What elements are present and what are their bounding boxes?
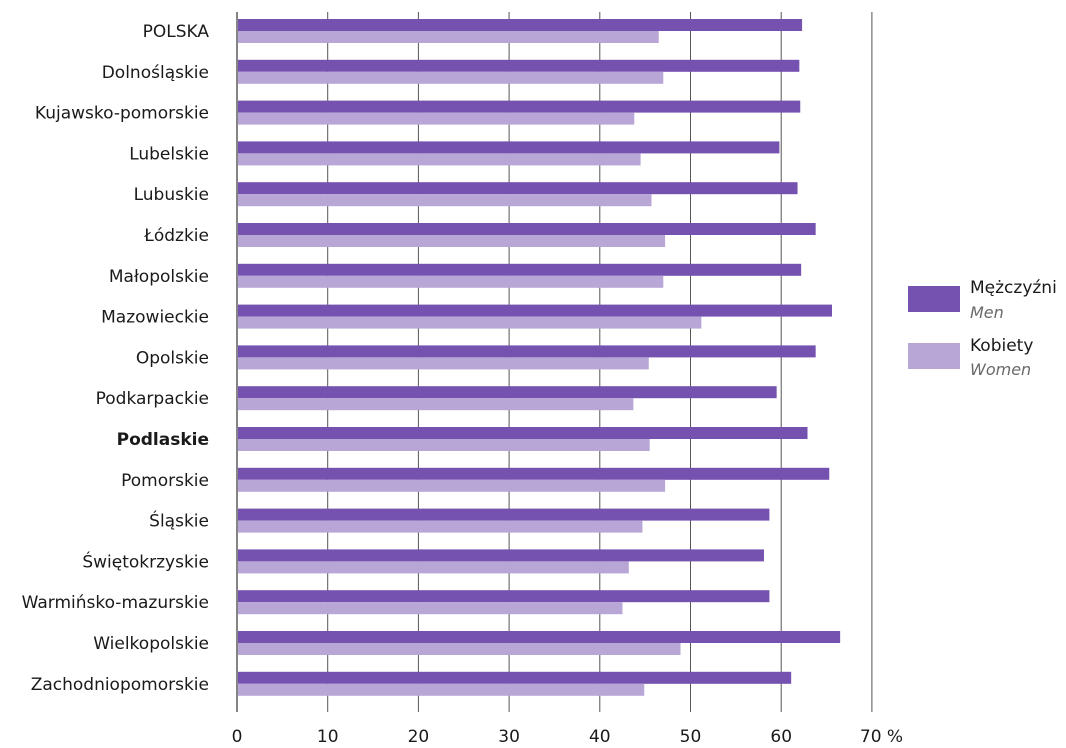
legend: Mężczyźni Men Kobiety Women [908, 278, 1057, 379]
bar-men [238, 59, 800, 72]
bar-men [238, 427, 808, 439]
category-labels: POLSKA Dolnośląskie Kujawsko-pomorskie Lube… [22, 22, 210, 695]
category-label: Małopolskie [109, 267, 209, 287]
bar-men [238, 631, 841, 643]
bar-women [238, 439, 650, 451]
bar-women [238, 71, 664, 84]
x-tick-label: 50 [680, 727, 702, 747]
bar-men [238, 263, 802, 276]
bar-women [238, 153, 641, 166]
x-tick-label: 70 % [860, 727, 903, 747]
bar-women [238, 643, 681, 655]
category-label: POLSKA [143, 22, 210, 42]
category-label: Świętokrzyskie [82, 550, 209, 572]
bar-men [238, 304, 832, 317]
category-label: Opolskie [136, 348, 209, 368]
bar-women [238, 357, 649, 370]
bar-women [238, 561, 629, 574]
category-label: Podlaskie [117, 430, 209, 450]
category-label: Zachodniopomorskie [31, 675, 209, 695]
bar-women [238, 112, 635, 125]
bar-women [238, 31, 659, 43]
legend-sublabel-women: Women [970, 360, 1031, 379]
bar-men [238, 345, 816, 358]
bar-women [238, 602, 623, 615]
bar-men [238, 141, 780, 154]
category-label: Warmińsko-mazurskie [22, 593, 209, 613]
bar-women [238, 235, 666, 247]
category-label: Podkarpackie [96, 389, 209, 409]
bars [238, 19, 841, 696]
category-label: Kujawsko-pomorskie [35, 104, 209, 124]
category-label: Wielkopolskie [93, 634, 209, 654]
bar-men [238, 223, 816, 235]
bar-women [238, 479, 666, 492]
category-label: Lubelskie [129, 144, 209, 164]
category-label: Pomorskie [121, 471, 209, 491]
x-axis-ticks: 0 10 20 30 40 50 60 70 % [232, 727, 904, 747]
bar-men [238, 590, 770, 603]
x-tick-label: 10 [317, 727, 339, 747]
x-tick-label: 20 [408, 727, 430, 747]
x-tick-label: 0 [232, 727, 243, 747]
legend-swatch-men [908, 286, 960, 312]
x-tick-label: 40 [589, 727, 611, 747]
bar-men [238, 671, 792, 684]
bar-men [238, 467, 830, 480]
x-tick-label: 60 [770, 727, 792, 747]
bar-women [238, 316, 702, 329]
bar-women [238, 683, 645, 696]
category-label: Dolnośląskie [102, 63, 209, 83]
legend-label-women: Kobiety [970, 336, 1033, 356]
x-tick-label: 30 [498, 727, 520, 747]
category-label: Lubuskie [134, 185, 209, 205]
bar-women [238, 398, 634, 411]
bar-men [238, 182, 798, 195]
legend-sublabel-men: Men [970, 303, 1004, 322]
bar-women [238, 275, 664, 288]
bar-men [238, 386, 777, 399]
bar-men [238, 508, 770, 521]
category-label: Łódzkie [143, 226, 209, 246]
category-label: Śląskie [149, 510, 209, 532]
bar-men [238, 19, 803, 31]
bar-men [238, 100, 801, 113]
category-label: Mazowieckie [101, 308, 209, 328]
legend-swatch-women [908, 343, 960, 369]
legend-label-men: Mężczyźni [970, 278, 1057, 298]
bar-men [238, 549, 764, 562]
bar-women [238, 194, 652, 207]
bar-women [238, 520, 643, 533]
